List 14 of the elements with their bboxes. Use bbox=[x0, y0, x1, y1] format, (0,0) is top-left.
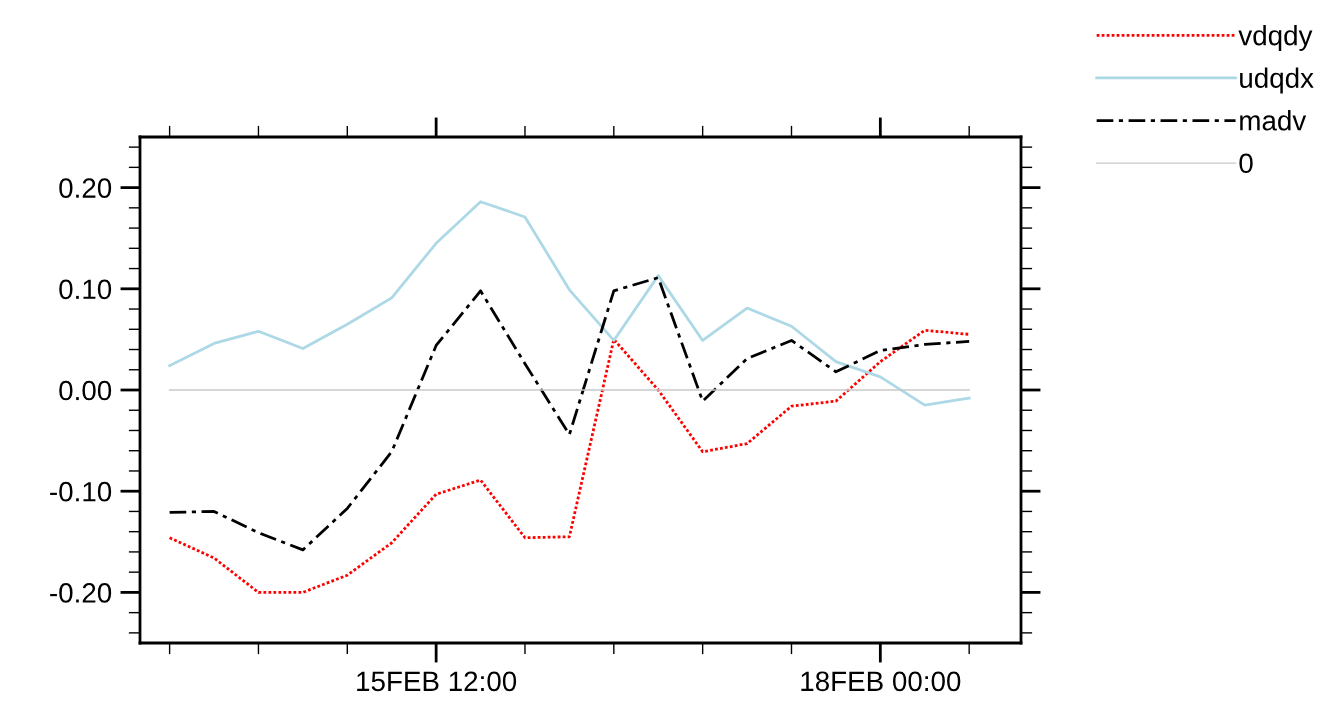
y-tick-label: -0.10 bbox=[50, 481, 112, 502]
line-series bbox=[168, 328, 971, 594]
line-series bbox=[168, 200, 971, 407]
legend-label: 0 bbox=[1239, 153, 1253, 174]
x-tick-label: 15FEB 12:00 bbox=[357, 671, 517, 692]
line-series bbox=[168, 276, 971, 552]
legend-label: vdqdy bbox=[1238, 25, 1313, 51]
legend-label: udqdx bbox=[1240, 67, 1314, 94]
y-tick-label: 0.00 bbox=[59, 380, 112, 401]
y-tick-label: -0.20 bbox=[50, 583, 112, 603]
y-tick-label: 0.10 bbox=[59, 279, 112, 300]
y-tick-label: 0.20 bbox=[59, 178, 112, 198]
x-tick-label: 18FEB 00:00 bbox=[801, 671, 961, 692]
legend-label: madv bbox=[1240, 110, 1307, 131]
